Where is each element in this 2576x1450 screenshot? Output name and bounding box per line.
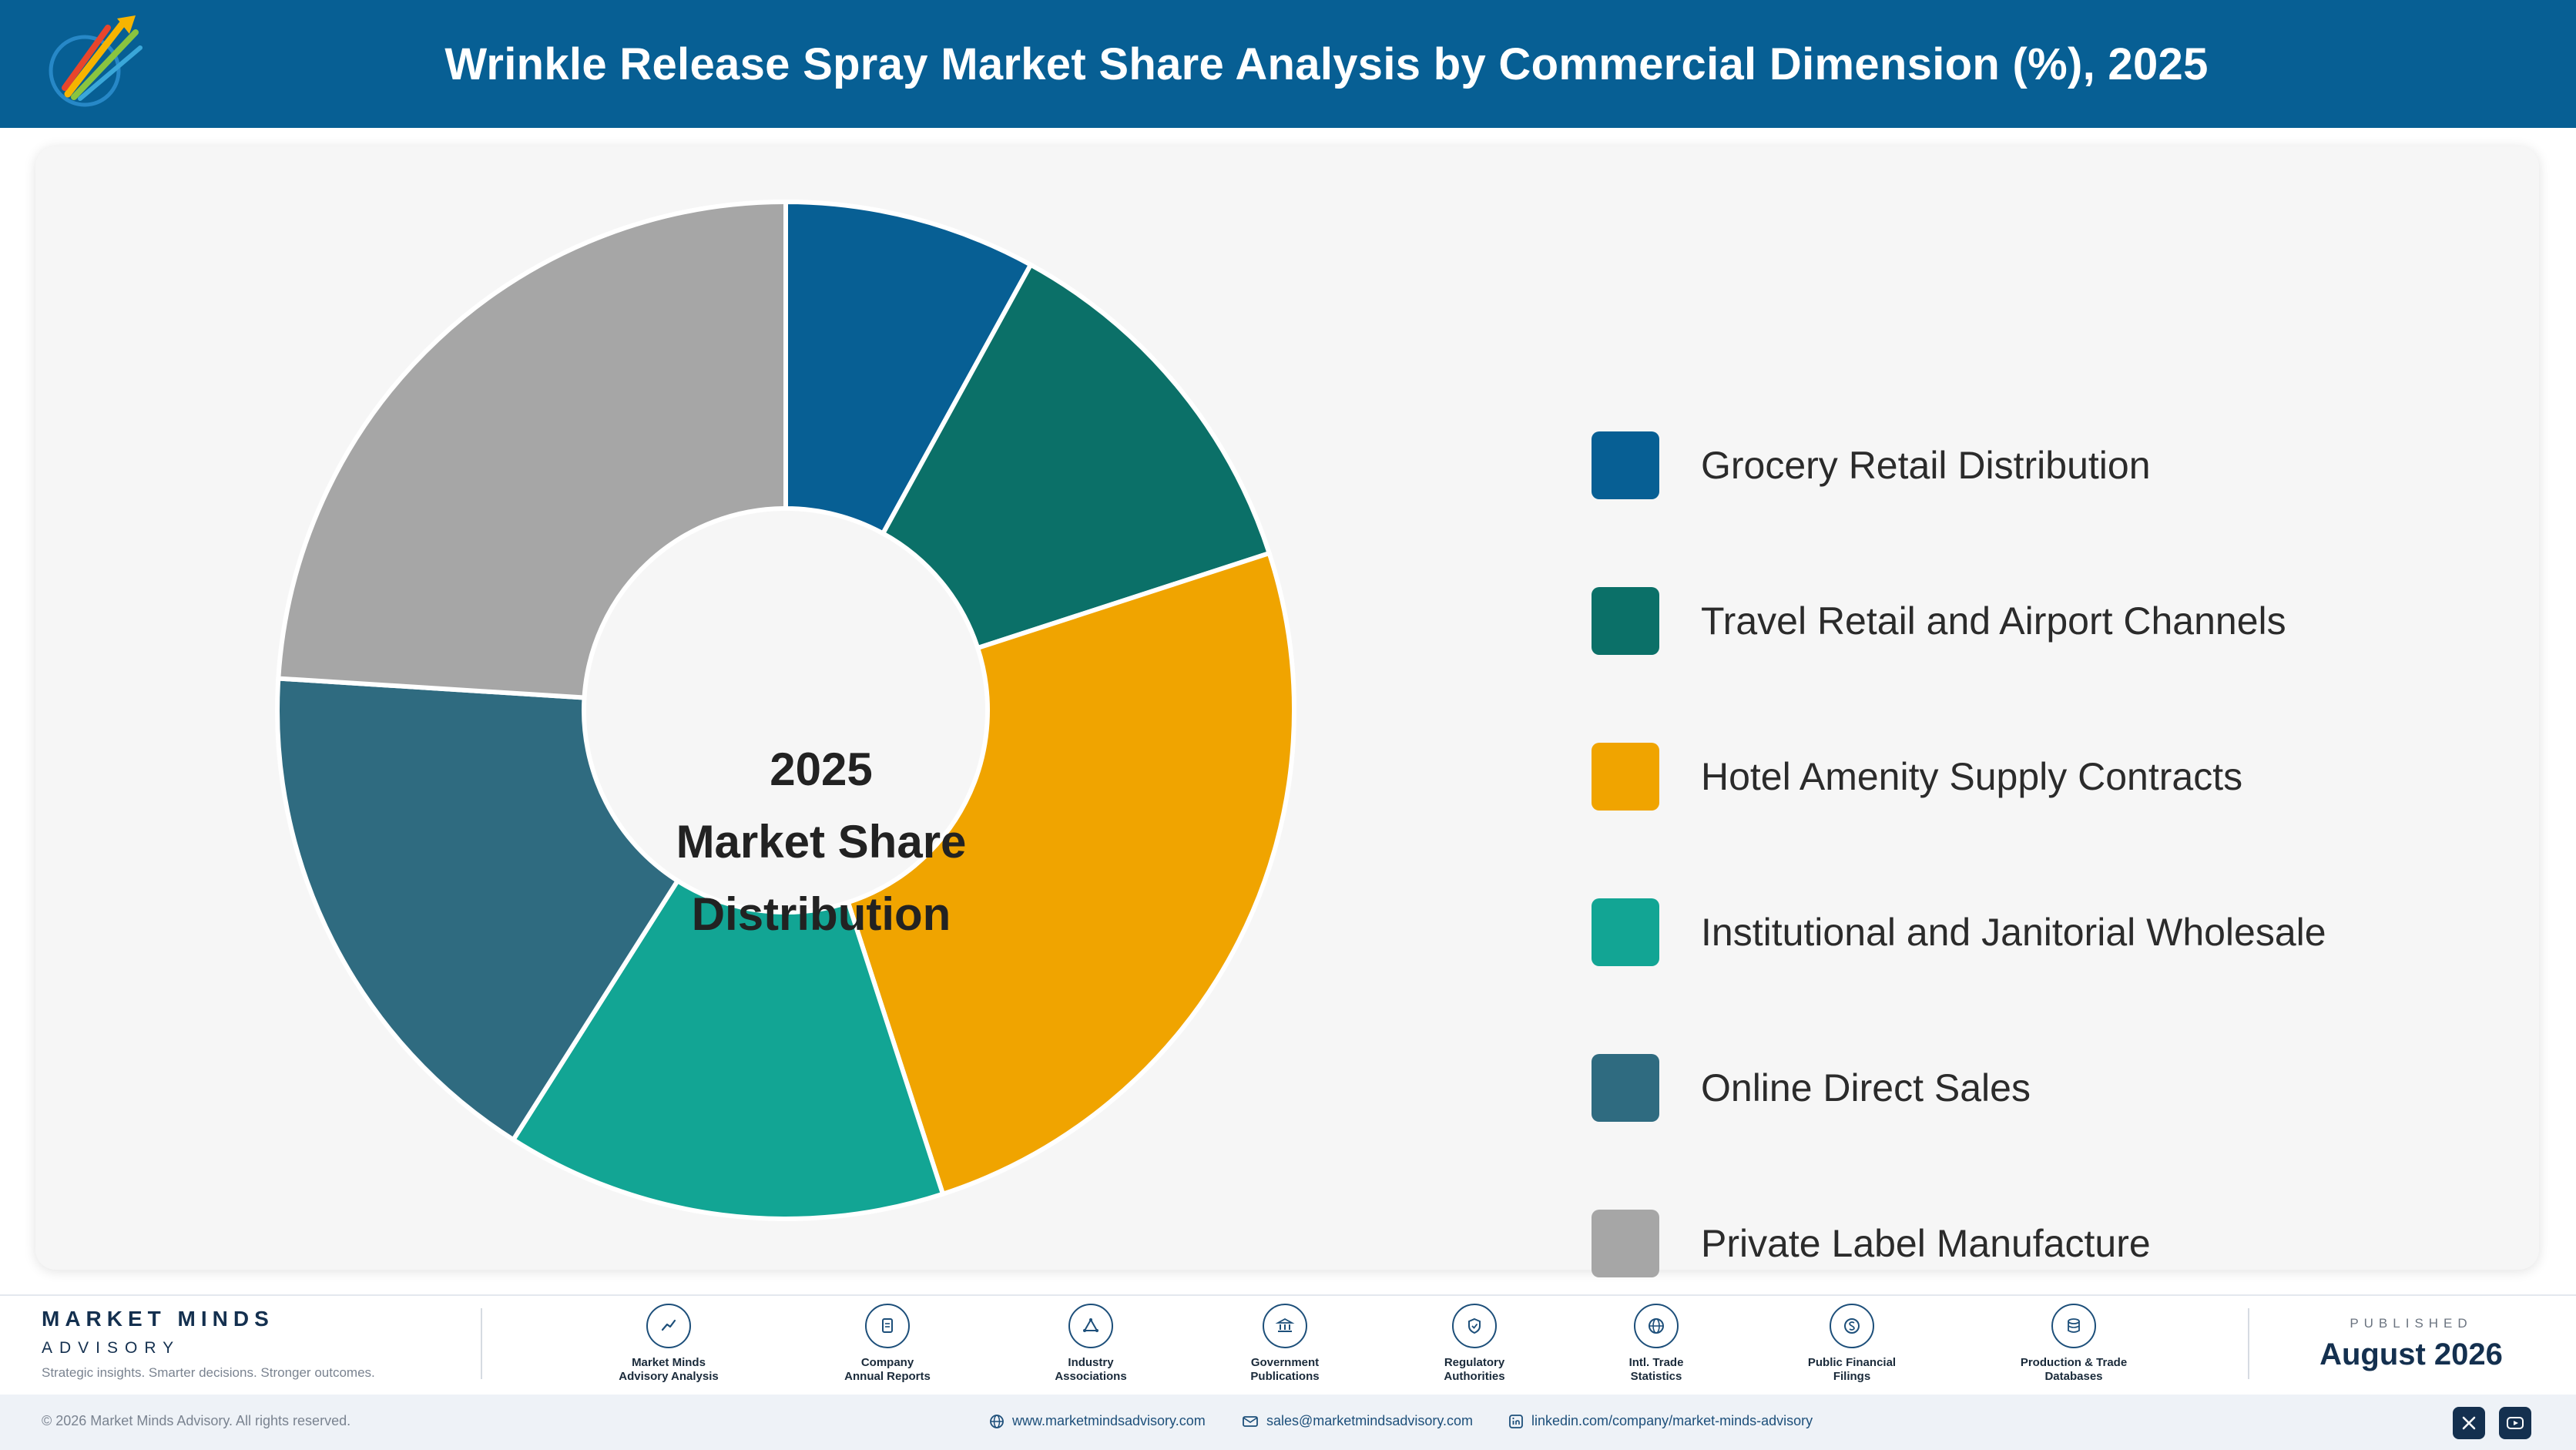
source-label: Production & Trade Databases	[2020, 1356, 2128, 1383]
legend-swatch	[1592, 1054, 1659, 1122]
footer-divider-right	[2248, 1308, 2249, 1379]
x-social-button[interactable]	[2453, 1407, 2485, 1439]
legend-swatch	[1592, 743, 1659, 811]
globe-icon	[990, 1414, 1004, 1428]
legend-label: Hotel Amenity Supply Contracts	[1701, 755, 2243, 798]
legend-label: Online Direct Sales	[1701, 1066, 2031, 1109]
trend-icon	[646, 1304, 691, 1348]
source-label: Government Publications	[1250, 1356, 1320, 1383]
email-text: sales@marketmindsadvisory.com	[1266, 1413, 1474, 1428]
donut-slice-2	[880, 261, 1273, 651]
source-label: Industry Associations	[1055, 1356, 1127, 1383]
donut-slice-5	[275, 676, 681, 1143]
donut-slice-3	[845, 550, 1296, 1197]
legend-swatch	[1592, 587, 1659, 655]
legend-item: Grocery Retail Distribution	[1592, 431, 2151, 499]
center-label-year: 2025	[770, 743, 873, 795]
chart-card: 2025 Market Share Distribution Grocery R…	[35, 146, 2539, 1277]
legend-label: Private Label Manufacture	[1701, 1222, 2151, 1265]
donut-slice-4	[510, 878, 946, 1222]
footer: MARKET MINDS ADVISORY Strategic insights…	[0, 1294, 2576, 1450]
source-item: Government Publications	[1185, 1304, 1385, 1384]
donut-slice-1	[783, 199, 1035, 537]
brand-sub: ADVISORY	[42, 1339, 181, 1357]
brand-logo-icon	[49, 15, 143, 107]
source-label: Company Annual Reports	[844, 1356, 931, 1383]
legend-swatch	[1592, 898, 1659, 966]
source-item: Production & Trade Databases	[1974, 1304, 2174, 1384]
network-icon	[1068, 1304, 1113, 1348]
mail-icon	[1243, 1415, 1258, 1427]
legend-label: Grocery Retail Distribution	[1701, 444, 2151, 487]
chart-title: Wrinkle Release Spray Market Share Analy…	[444, 39, 2209, 89]
center-label-line3: Distribution	[691, 888, 951, 940]
legend-item: Travel Retail and Airport Channels	[1592, 587, 2286, 655]
brand-name: MARKET MINDS	[42, 1307, 274, 1331]
email-link[interactable]: sales@marketmindsadvisory.com	[1242, 1413, 1473, 1429]
source-item: Company Annual Reports	[787, 1304, 988, 1384]
footer-bottom-bar: © 2026 Market Minds Advisory. All rights…	[0, 1395, 2576, 1450]
globe-icon	[1634, 1304, 1679, 1348]
legend-swatch	[1592, 431, 1659, 499]
center-label-line2: Market Share	[676, 816, 967, 868]
shield-icon	[1452, 1304, 1497, 1348]
source-item: Industry Associations	[991, 1304, 1191, 1384]
source-label: Public Financial Filings	[1807, 1356, 1897, 1383]
legend-item: Hotel Amenity Supply Contracts	[1592, 743, 2242, 811]
linkedin-text: linkedin.com/company/market-minds-adviso…	[1531, 1413, 1813, 1428]
linkedin-icon	[1509, 1414, 1523, 1428]
source-item: Regulatory Authorities	[1374, 1304, 1575, 1384]
legend-swatch	[1592, 1210, 1659, 1277]
source-label: Market Minds Advisory Analysis	[619, 1356, 719, 1383]
footer-divider-left	[481, 1308, 482, 1379]
copyright-text: © 2026 Market Minds Advisory. All rights…	[42, 1413, 351, 1428]
donut-center-label: 2025 Market Share Distribution	[621, 733, 1021, 951]
website-link[interactable]: www.marketmindsadvisory.com	[989, 1413, 1206, 1429]
published-label: PUBLISHED	[2350, 1316, 2473, 1331]
linkedin-link[interactable]: linkedin.com/company/market-minds-adviso…	[1508, 1413, 1813, 1429]
header-bar: Wrinkle Release Spray Market Share Analy…	[0, 0, 2576, 128]
donut-chart	[275, 199, 1296, 1222]
youtube-social-button[interactable]	[2499, 1407, 2531, 1439]
published-block: PUBLISHED August 2026	[2280, 1316, 2542, 1372]
source-label: Intl. Trade Statistics	[1628, 1356, 1684, 1383]
document-icon	[865, 1304, 910, 1348]
donut-slice-6	[276, 199, 788, 700]
currency-icon	[1830, 1304, 1874, 1348]
footer-brand: MARKET MINDS ADVISORY Strategic insights…	[42, 1307, 375, 1381]
x-logo-icon	[2462, 1416, 2476, 1430]
website-text: www.marketmindsadvisory.com	[1012, 1413, 1206, 1428]
legend-label: Travel Retail and Airport Channels	[1701, 599, 2286, 643]
source-item: Intl. Trade Statistics	[1556, 1304, 1756, 1384]
legend-item: Online Direct Sales	[1592, 1054, 2031, 1122]
database-icon	[2051, 1304, 2096, 1348]
source-label: Regulatory Authorities	[1444, 1356, 1505, 1383]
government-icon	[1263, 1304, 1307, 1348]
source-item: Public Financial Filings	[1752, 1304, 1952, 1384]
legend-item: Institutional and Janitorial Wholesale	[1592, 898, 2326, 966]
source-item: Market Minds Advisory Analysis	[569, 1304, 769, 1384]
legend-item: Private Label Manufacture	[1592, 1210, 2151, 1277]
legend-label: Institutional and Janitorial Wholesale	[1701, 911, 2326, 954]
brand-tagline: Strategic insights. Smarter decisions. S…	[42, 1365, 375, 1380]
published-date: August 2026	[2319, 1338, 2503, 1371]
youtube-icon	[2507, 1417, 2524, 1429]
